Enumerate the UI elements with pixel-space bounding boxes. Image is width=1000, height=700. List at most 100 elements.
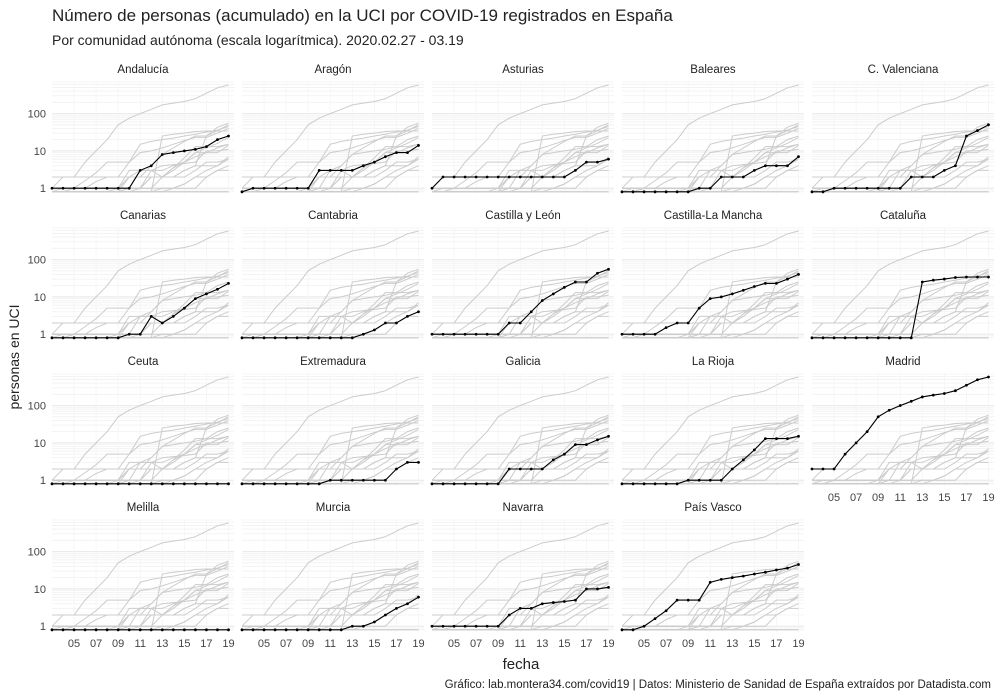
series-point (105, 628, 109, 632)
panel-title: Andalucía (117, 64, 169, 76)
series-point (216, 287, 219, 291)
series-point (653, 190, 657, 194)
series-point (642, 482, 646, 486)
panel-title: Extremadura (300, 356, 366, 368)
series-point (596, 587, 599, 591)
panel-background (432, 374, 614, 486)
series-point (240, 482, 244, 486)
series-point (887, 186, 891, 190)
series-point (496, 482, 500, 486)
panel-background (242, 82, 424, 194)
series-point (631, 482, 635, 486)
series-point (383, 613, 387, 617)
background-series-line (242, 158, 419, 193)
series-point (171, 315, 175, 318)
series-point (620, 190, 624, 194)
series-point (227, 134, 230, 138)
series-point (529, 467, 533, 471)
x-tick-label: 09 (872, 492, 884, 504)
series-point (865, 336, 869, 340)
background-series-line (432, 148, 609, 189)
panel: Galicia (430, 356, 614, 486)
panel-background (432, 228, 614, 340)
series-point (83, 186, 87, 190)
y-tick-label: 100 (28, 401, 46, 413)
series-point (205, 482, 208, 486)
series-point (518, 321, 522, 325)
x-tick-label: 05 (448, 638, 460, 650)
series-point (251, 482, 255, 486)
series-point (496, 175, 500, 179)
series-point (284, 336, 288, 340)
background-series-line (52, 564, 229, 631)
x-tick-label: 19 (792, 638, 804, 650)
series-point (854, 441, 858, 445)
series-point (273, 186, 277, 190)
series-point (417, 310, 420, 314)
series-point (797, 434, 800, 438)
series-point (810, 336, 814, 340)
series-point (105, 186, 109, 190)
panel-title: Ceuta (128, 356, 159, 368)
series-point (463, 624, 467, 628)
series-point (810, 190, 814, 194)
series-point (262, 336, 266, 340)
x-tick-label: 05 (828, 492, 840, 504)
series-point (596, 160, 599, 164)
series-point (953, 389, 957, 393)
y-tick-label: 1 (40, 475, 46, 487)
panel-title: País Vasco (684, 502, 741, 514)
series-point (664, 190, 668, 194)
series-point (741, 288, 745, 292)
panel: Navarra 05 07 09 11 13 15 17 19 (430, 502, 615, 650)
panel: C. Valenciana (810, 64, 994, 194)
series-point (585, 280, 588, 284)
series-point (920, 280, 924, 284)
series-point (452, 175, 456, 179)
x-tick-label: 15 (368, 638, 380, 650)
series-point (160, 153, 164, 156)
series-point (116, 186, 120, 190)
x-tick-label: 11 (135, 638, 146, 650)
x-tick-label: 11 (895, 492, 906, 504)
series-point (719, 478, 723, 482)
x-tick-label: 15 (558, 638, 570, 650)
series-point (116, 336, 120, 340)
background-series-line (432, 596, 609, 631)
series-point (430, 482, 434, 486)
background-series-line (52, 294, 229, 335)
series-point (94, 336, 98, 340)
panel-background (622, 374, 804, 486)
series-point (262, 628, 266, 632)
background-series-line (52, 418, 229, 485)
y-tick-label: 10 (34, 438, 46, 450)
series-point (295, 628, 299, 632)
panel-background (432, 520, 614, 632)
series-point (474, 332, 478, 336)
series-point (976, 129, 979, 132)
series-point (350, 624, 354, 628)
series-point (227, 482, 230, 486)
series-point (965, 383, 968, 387)
series-point (775, 437, 778, 441)
background-series-line (432, 272, 609, 339)
series-point (83, 482, 87, 486)
series-point (193, 147, 197, 151)
series-point (406, 602, 409, 606)
series-point (339, 478, 343, 482)
series-point (50, 186, 54, 190)
background-series-line (242, 376, 419, 470)
x-tick-label: 07 (90, 638, 102, 650)
series-point (205, 145, 208, 149)
background-series-line (52, 84, 229, 178)
series-point (596, 438, 599, 442)
series-point (61, 186, 65, 190)
series-point (876, 186, 880, 190)
series-point (763, 281, 767, 285)
panel-background (812, 228, 994, 340)
series-point (94, 482, 98, 486)
series-point (942, 277, 946, 281)
series-point (105, 482, 109, 486)
series-point (182, 482, 186, 486)
